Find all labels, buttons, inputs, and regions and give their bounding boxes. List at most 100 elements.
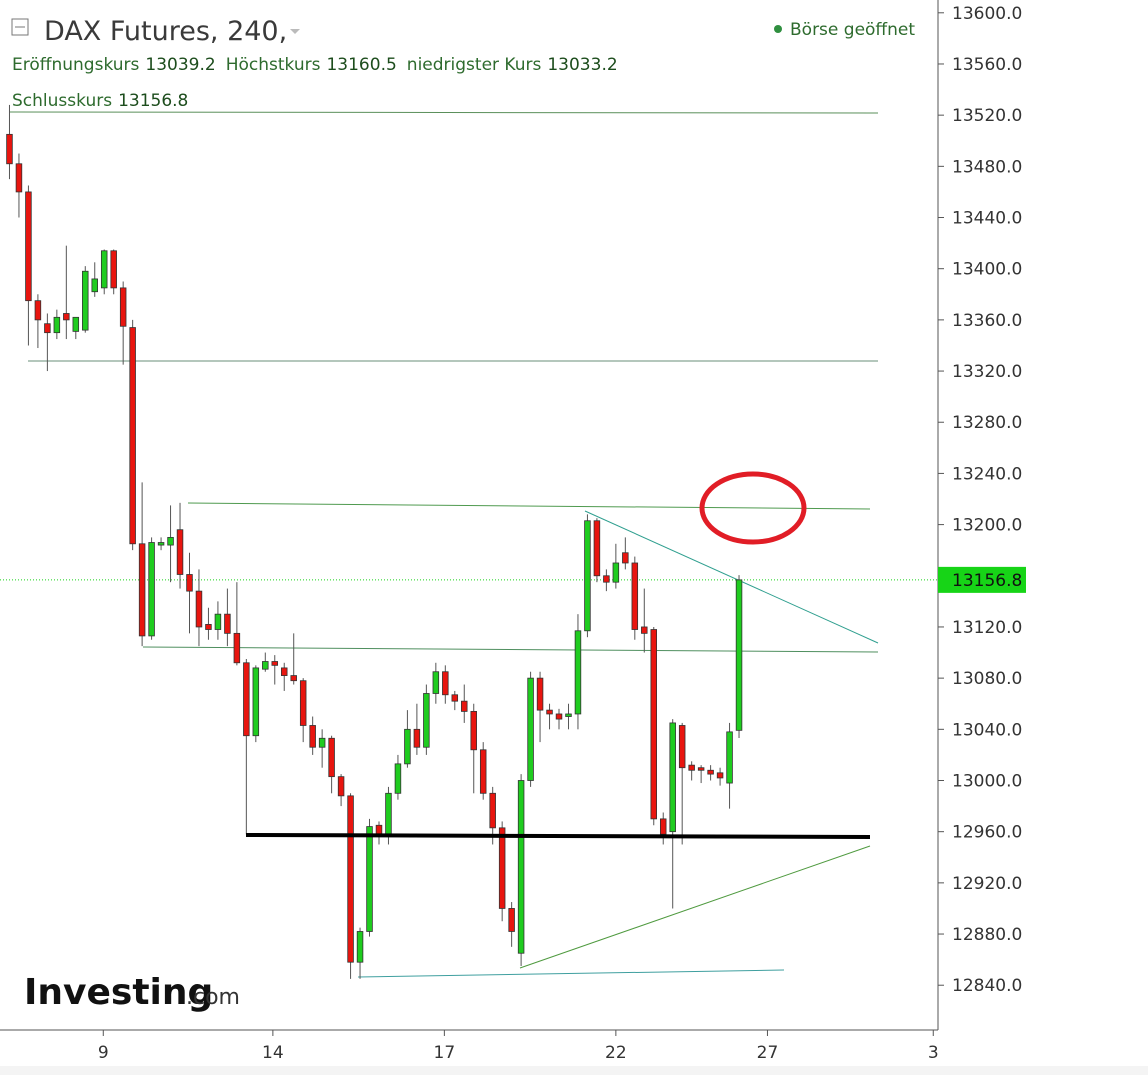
candle-body [44,323,51,334]
ohlc-value: 13033.2 [547,55,618,75]
candle-body [385,792,392,835]
last-price-label: 13156.8 [952,571,1022,591]
candle-body [100,250,108,289]
candle-body [290,675,297,682]
candle-body [413,728,421,748]
candle-body [716,772,724,779]
candle-body [119,287,127,327]
candle-body [574,630,582,715]
last-price-box [938,566,1026,593]
x-tick-label: 9 [98,1043,109,1063]
y-tick-label: 13600.0 [952,4,1022,24]
candle-body [34,300,42,321]
trend-line [187,502,871,510]
y-tick-label: 13240.0 [952,464,1022,484]
trend-line [519,845,871,969]
candle-body [442,671,449,696]
candle-body [53,316,61,334]
candle-body [470,711,477,751]
candle-body [347,795,354,963]
candle-body [224,613,231,634]
x-tick-label: 17 [434,1043,456,1063]
candle-body [498,827,506,909]
candle-body [6,133,13,165]
candle-body [669,722,676,833]
y-tick-label: 13040.0 [952,720,1022,740]
chart-title: DAX Futures, 240, [44,16,287,47]
ohlc-row: Eröffnungskurs 13039.2 Höchstkurs 13160.5 ni… [12,55,628,75]
candle-body [91,278,98,293]
y-tick-label: 13000.0 [952,771,1022,791]
candle-body [328,737,335,778]
y-tick-label: 13440.0 [952,209,1022,229]
ohlc-label: niedrigster Kurs [406,55,542,75]
x-tick-label: 27 [757,1043,779,1063]
footer-strip [0,1066,1148,1075]
candle-body [423,693,430,748]
y-tick-label: 13520.0 [952,106,1022,126]
candle-body [641,626,648,634]
logo-suffix: .com [186,985,240,1010]
ohlc-value: 13160.5 [326,55,397,75]
candle-body [394,763,402,794]
candle-body [508,908,515,932]
trend-line [9,111,879,114]
ohlc-value: 13039.2 [145,55,216,75]
candle-body [252,667,260,737]
candle-body [612,562,620,583]
candle-body [593,520,601,577]
candle-body [129,327,136,545]
y-tick-label: 13280.0 [952,413,1022,433]
x-tick-label: 3 [928,1043,939,1063]
y-tick-label: 12960.0 [952,823,1022,843]
candle-body [659,818,667,835]
candle-body [432,671,440,694]
candle-body [167,536,174,546]
ohlc-row: Schlusskurs 13156.8 [12,91,198,111]
candle-body [555,713,563,720]
candle-body [565,713,572,717]
candle-body [186,574,193,592]
candle-body [337,776,345,797]
x-tick-label: 22 [605,1043,627,1063]
candle-body [451,694,459,702]
candles [6,104,743,979]
trend-line [142,646,879,653]
candle-body [489,792,496,829]
logo: Investing .com [24,972,240,1013]
status: Börse geöffnet [790,20,915,40]
y-tick-label: 12840.0 [952,976,1022,996]
ohlc-value: 13156.8 [118,91,189,111]
dropdown[interactable] [290,29,300,34]
candle-body [214,613,222,630]
candle-body [299,680,307,726]
candle-body [688,764,695,771]
candle-body [138,543,146,637]
y-tick-label: 13320.0 [952,362,1022,382]
candle-body [63,313,70,321]
candle-body [82,270,89,331]
candle-body [110,250,117,289]
collapse-box[interactable] [11,18,29,36]
y-tick-label: 13120.0 [952,618,1022,638]
candle-body [375,824,383,835]
candle-body [707,769,714,775]
candle-body [650,629,658,820]
candle-body [25,191,32,302]
candle-body [697,767,705,771]
y-tick-label: 13080.0 [952,669,1022,689]
candle-body [461,700,468,712]
candle-body [205,623,212,630]
candle-body [356,931,364,963]
candle-body [678,725,686,769]
logo-main: Investing [24,972,213,1013]
candle-body [536,677,544,711]
candle-body [546,709,553,715]
y-tick-label: 13480.0 [952,157,1022,177]
candle-body [603,575,610,583]
y-tick-label: 13400.0 [952,260,1022,280]
candle-body [584,520,591,632]
candle-body [735,579,743,731]
